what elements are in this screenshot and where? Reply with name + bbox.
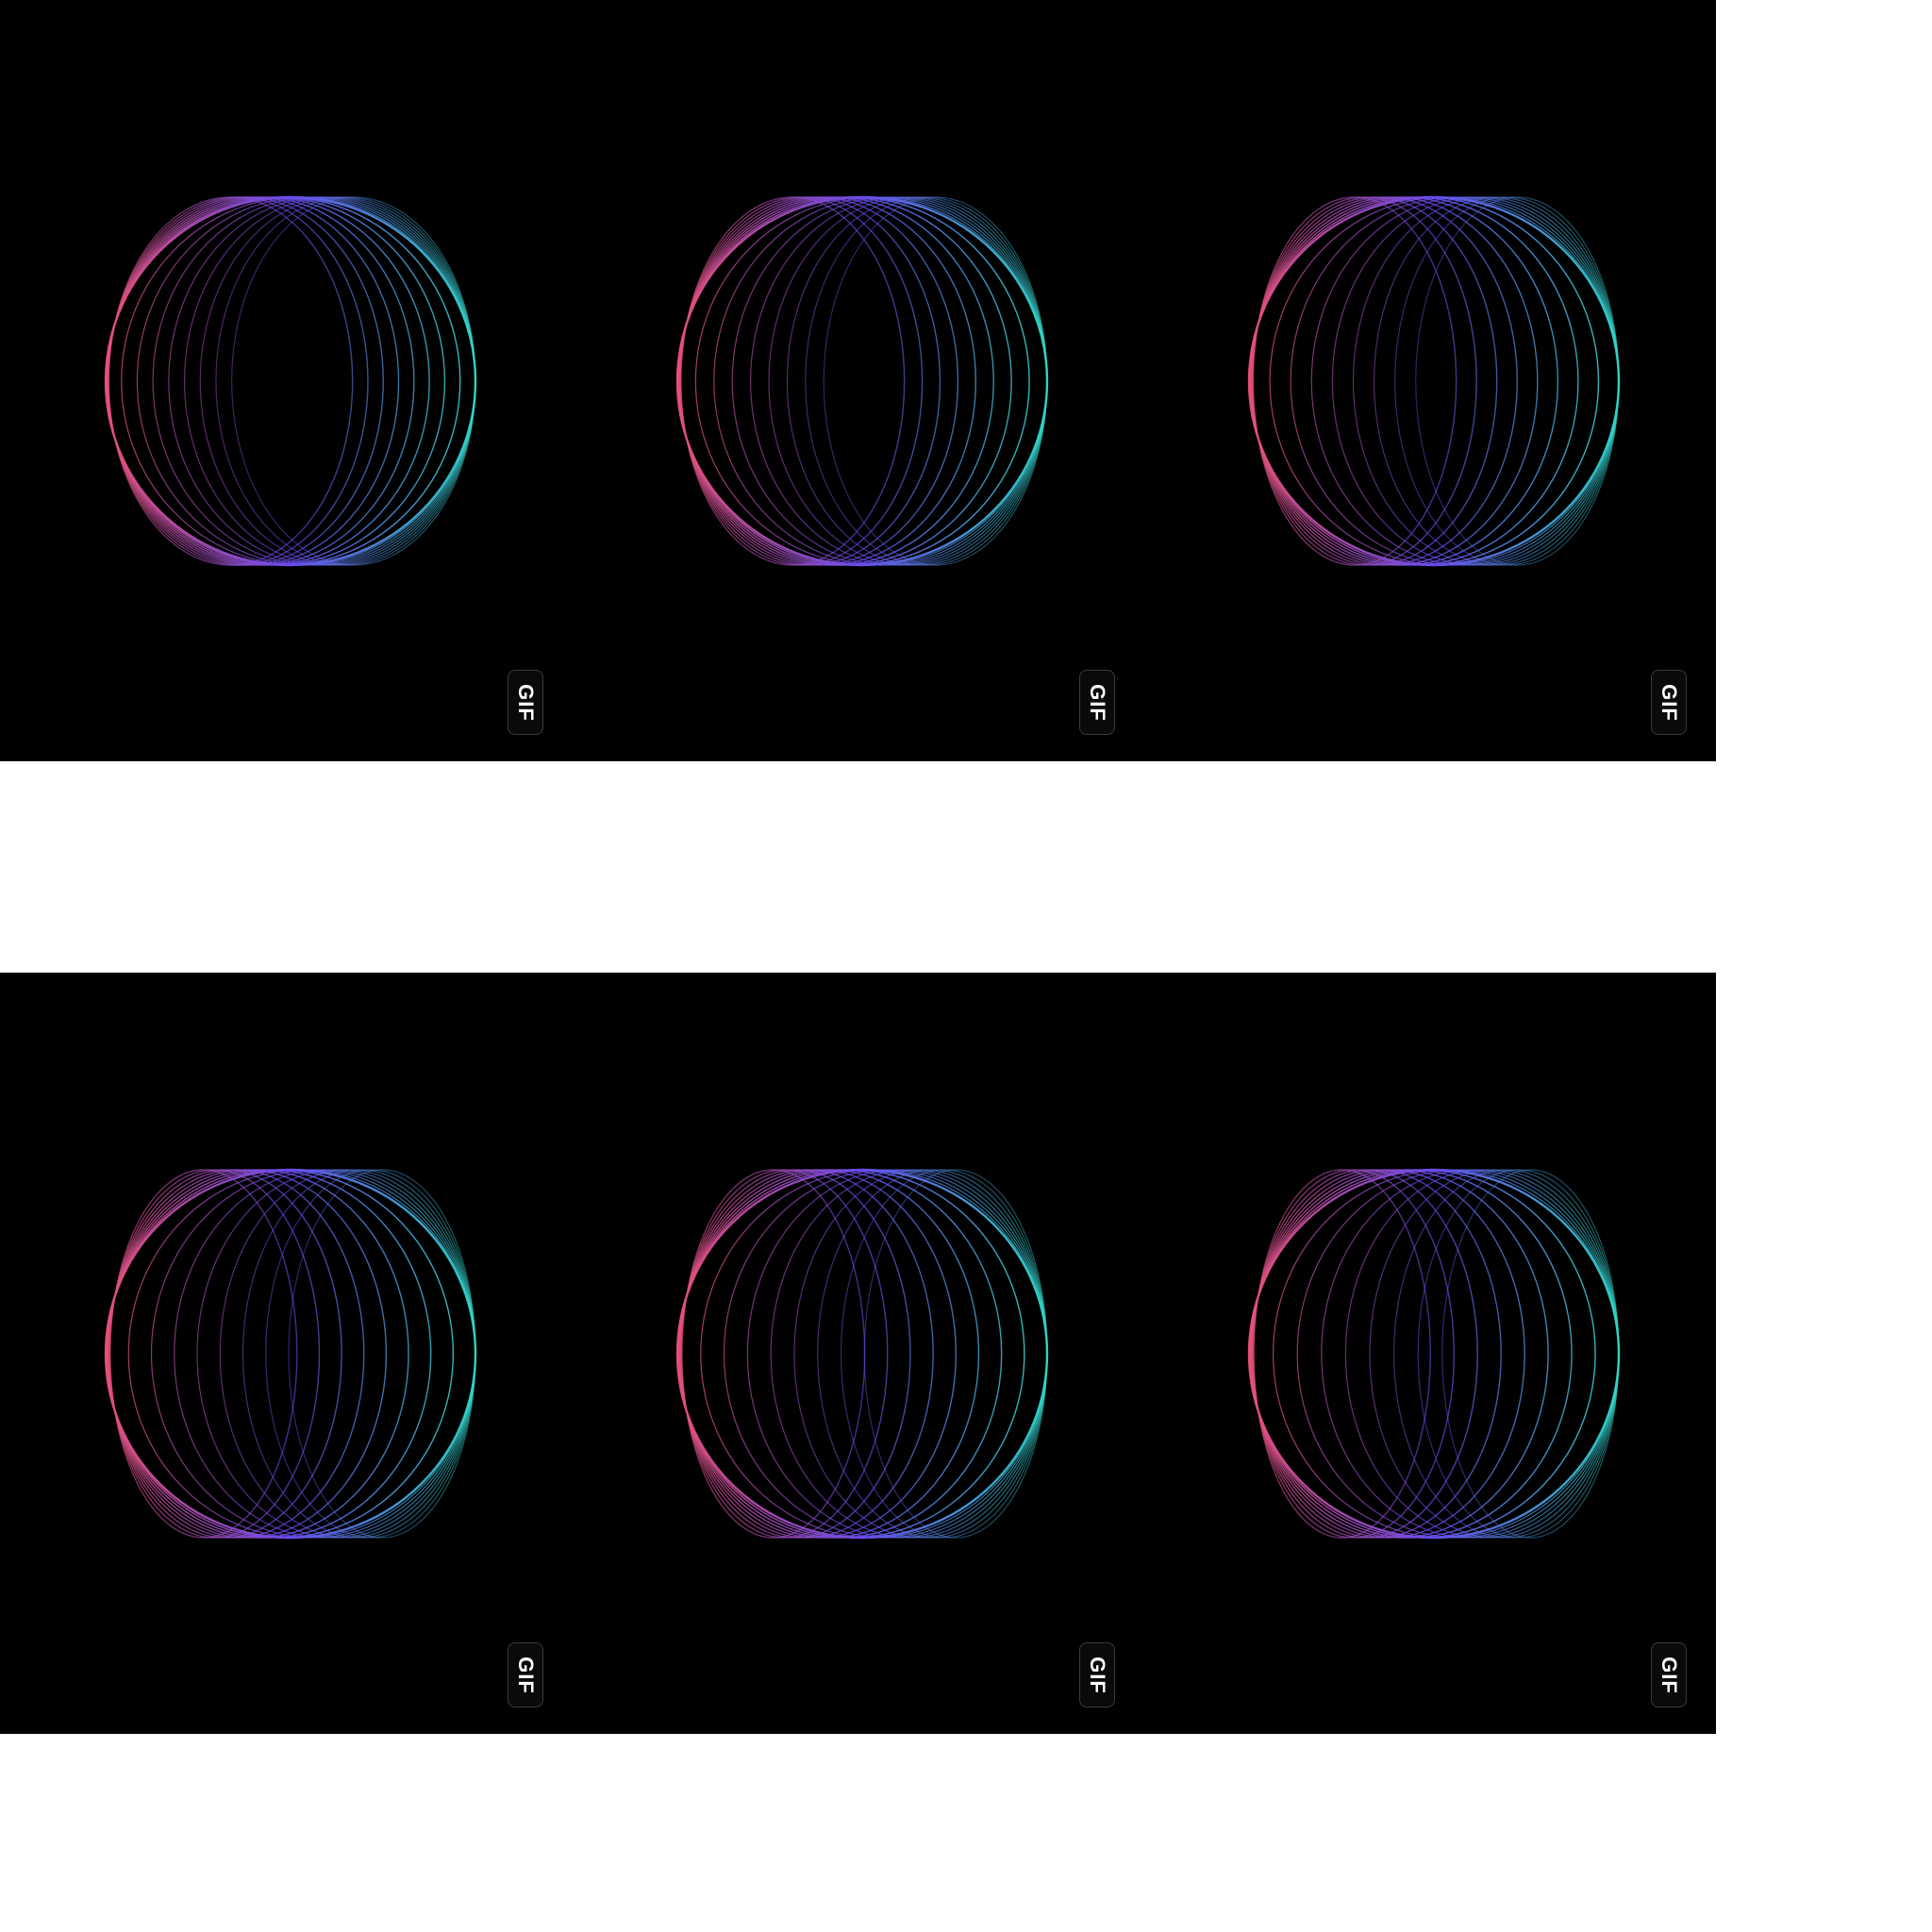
ring	[675, 1168, 1049, 1540]
ring	[680, 196, 906, 566]
gif-tile[interactable]: GIF	[0, 0, 572, 761]
ring	[1331, 196, 1620, 566]
gif-tile[interactable]: GIF	[572, 0, 1143, 761]
ring	[196, 1169, 476, 1539]
gif-badge-label: GIF	[514, 1656, 539, 1694]
gif-tile[interactable]: GIF	[572, 973, 1143, 1734]
loading-rings-icon	[1247, 195, 1621, 567]
loading-rings-icon	[675, 195, 1049, 567]
gif-badge-label: GIF	[1657, 1656, 1682, 1694]
ring	[108, 1169, 321, 1539]
gif-badge[interactable]: GIF	[1651, 670, 1687, 735]
ring	[108, 1169, 342, 1539]
gif-badge-label: GIF	[1086, 1656, 1110, 1694]
ring	[793, 1169, 1048, 1539]
ring	[1417, 1169, 1620, 1539]
ring	[1252, 196, 1477, 566]
ring	[1441, 1169, 1620, 1539]
ring	[108, 1169, 365, 1539]
ring	[231, 196, 476, 566]
ring	[1252, 196, 1457, 566]
ring	[679, 1169, 934, 1539]
ring	[681, 1169, 866, 1539]
loading-rings-icon	[104, 195, 477, 567]
ring	[1253, 1169, 1432, 1539]
ring	[1250, 1169, 1525, 1539]
animation-strip-2: GIF GIF GIF	[0, 973, 1716, 1734]
ring	[863, 1169, 1048, 1539]
ring	[219, 1169, 476, 1539]
loading-rings-icon	[1247, 1168, 1621, 1540]
gif-badge[interactable]: GIF	[508, 670, 543, 735]
gif-badge-label: GIF	[1086, 683, 1110, 722]
ring	[1321, 1169, 1620, 1539]
gif-badge[interactable]: GIF	[1079, 670, 1115, 735]
ring	[288, 1169, 476, 1539]
gif-tile[interactable]: GIF	[1143, 0, 1715, 761]
gif-badge-label: GIF	[514, 683, 539, 722]
gif-badge[interactable]: GIF	[1651, 1642, 1687, 1707]
ring	[242, 1169, 476, 1539]
gif-badge-label: GIF	[1657, 683, 1682, 722]
gif-tile[interactable]: GIF	[0, 973, 572, 1734]
ring	[1251, 1169, 1502, 1539]
ring	[723, 1169, 1048, 1539]
ring	[1247, 195, 1621, 567]
animation-strip-1: GIF GIF GIF	[0, 0, 1716, 761]
ring	[1352, 196, 1620, 566]
ring	[1344, 1169, 1620, 1539]
ring	[1369, 1169, 1620, 1539]
gif-badge[interactable]: GIF	[508, 1642, 543, 1707]
ring	[786, 196, 1048, 566]
ring	[1310, 196, 1620, 566]
loading-rings-icon	[675, 1168, 1049, 1540]
ring	[108, 196, 354, 566]
ring	[1247, 1168, 1621, 1540]
loading-rings-icon	[104, 1168, 477, 1540]
ring	[770, 1169, 1048, 1539]
ring	[840, 1169, 1048, 1539]
gif-badge[interactable]: GIF	[1079, 1642, 1115, 1707]
ring	[680, 1169, 911, 1539]
ring	[104, 1168, 477, 1540]
ring	[150, 1169, 476, 1539]
gif-tile[interactable]: GIF	[1143, 973, 1715, 1734]
ring	[817, 1169, 1048, 1539]
ring	[1415, 196, 1620, 566]
ring	[1252, 1169, 1478, 1539]
ring	[104, 195, 477, 567]
ring	[680, 1169, 889, 1539]
ring	[1394, 196, 1620, 566]
ring	[1252, 1169, 1455, 1539]
ring	[109, 1169, 298, 1539]
ring	[823, 196, 1048, 566]
